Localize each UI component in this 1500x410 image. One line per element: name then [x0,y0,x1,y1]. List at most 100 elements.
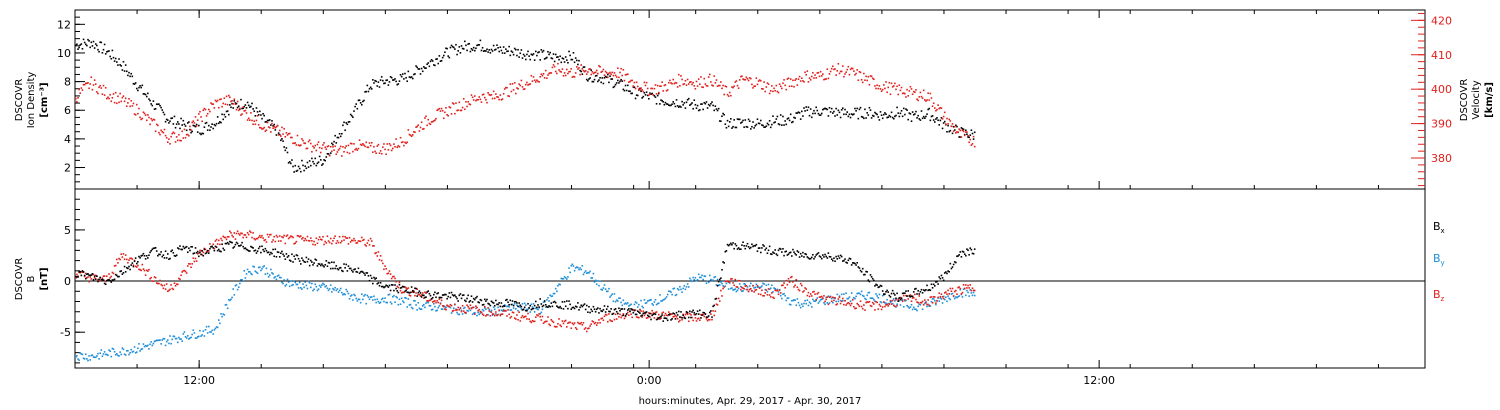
ion-density-point [452,46,455,49]
velocity-point [655,93,658,95]
by-point [326,287,329,290]
bx-point [785,250,788,253]
bz-point [933,296,936,298]
by-point [318,284,321,287]
bx-point [781,251,783,253]
velocity-point [787,77,790,80]
by-point [360,293,363,295]
by-point [450,312,453,314]
by-point [655,303,658,306]
velocity-point [405,142,407,145]
bx-point [539,298,542,300]
velocity-point [212,103,215,105]
bz-point [844,299,846,302]
by-point [516,304,518,306]
bx-point [394,284,396,286]
ion-density-point [512,53,515,56]
ion-density-point [421,70,424,73]
ion-density-point [184,125,187,127]
bz-point [300,235,302,237]
by-point [193,332,196,334]
velocity-point [263,126,266,129]
by-point [254,270,257,273]
bx-point [531,308,534,310]
bx-point [144,258,147,260]
velocity-point [788,85,791,88]
bz-point [952,295,955,297]
velocity-point [689,81,691,84]
ion-density-point [935,118,937,120]
by-point [640,299,642,302]
velocity-point [185,133,188,136]
by-point [876,295,878,297]
velocity-point [552,64,555,66]
ion-density-point [539,59,542,61]
ion-density-point [723,113,725,116]
bz-point [554,326,557,328]
bx-point [353,268,355,271]
ion-density-point [225,110,228,113]
velocity-point [708,73,711,76]
velocity-point [239,107,241,110]
bx-point [357,267,360,270]
velocity-point [560,71,563,73]
velocity-point [793,85,795,88]
velocity-point [436,109,438,112]
bz-point [505,309,507,312]
bz-point [737,279,740,282]
bz-point [261,234,263,237]
bz-point [400,292,403,294]
bx-point [305,256,308,259]
velocity-point [822,73,824,75]
bz-point [318,236,321,238]
bx-point [237,245,240,247]
bz-point [385,267,387,270]
velocity-point [295,144,298,146]
bx-point [224,242,227,245]
ion-density-point [302,164,304,167]
velocity-point [830,67,833,70]
velocity-point [298,145,301,147]
bx-point [817,252,820,254]
bx-point [614,308,617,310]
ion-density-point [111,49,114,52]
velocity-point [377,143,380,146]
ion-density-point [415,65,417,67]
ion-density-point [102,48,105,51]
by-point [737,287,740,290]
bx-point [166,253,169,255]
ion-density-point [138,86,140,89]
bx-point [621,308,624,310]
bz-point [738,279,741,282]
ion-density-point [754,124,757,127]
ion-density-point [246,101,249,104]
velocity-point [476,98,478,101]
by-point [221,315,223,318]
ion-density-point [94,43,97,45]
ion-density-point [349,113,352,116]
bz-point [163,284,166,287]
bx-point [419,292,422,294]
velocity-point [89,83,92,85]
bx-point [797,251,800,253]
velocity-point [137,112,139,115]
bz-point [917,301,919,304]
ion-density-point [418,68,421,70]
bz-point [195,260,198,262]
by-point [813,300,815,302]
velocity-point [307,140,310,143]
bz-point [781,284,783,287]
velocity-point [663,84,666,87]
ion-density-point [518,56,520,58]
bx-point [568,300,570,302]
ion-density-point [413,73,415,76]
ion-density-point [812,112,814,115]
ion-density-point [407,70,410,73]
bz-point [114,264,117,267]
ion-density-point [788,119,791,122]
velocity-point [373,145,375,148]
bz-point [834,297,836,299]
bz-point [428,299,431,302]
velocity-point [732,86,734,89]
velocity-point [414,131,416,134]
